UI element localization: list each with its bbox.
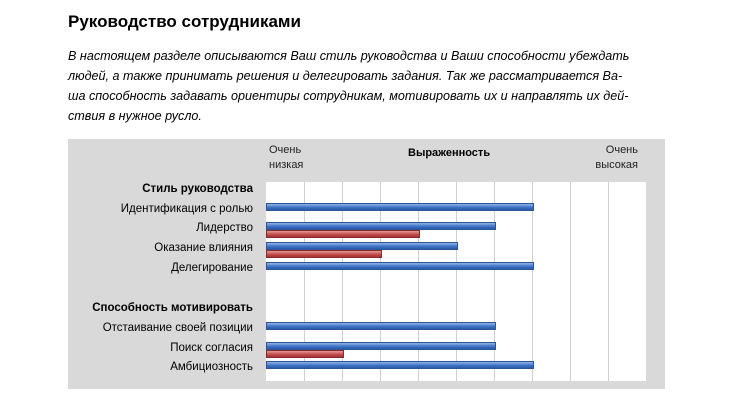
bar-blue [266, 222, 496, 230]
intro-line: ша способность задавать ориентиры сотруд… [68, 89, 629, 103]
gridline [570, 182, 571, 381]
page-heading: Руководство сотрудниками [68, 12, 301, 31]
gridline [418, 182, 419, 381]
plot-area [266, 182, 646, 381]
category-label: Оказание влияния [154, 242, 253, 254]
scale-right-label: Очень высокая [590, 143, 638, 173]
gridline [380, 182, 381, 381]
gridline [608, 182, 609, 381]
bar-blue [266, 322, 496, 330]
category-label: Идентификация с ролью [120, 203, 253, 215]
gridline [532, 182, 533, 381]
gridline [456, 182, 457, 381]
bar-red [266, 250, 382, 258]
group-label: Стиль руководства [142, 183, 253, 195]
category-label: Делегирование [171, 262, 253, 274]
category-label: Амбициозность [170, 361, 253, 373]
intro-line: ствия в нужное русло. [68, 109, 202, 123]
gridline [304, 182, 305, 381]
scale-left-label-line2: низкая [269, 159, 304, 171]
intro-line: людей, а также принимать решения и делег… [68, 69, 623, 83]
bar-blue [266, 262, 534, 270]
gridline [342, 182, 343, 381]
category-label: Отстаивание своей позиции [102, 322, 253, 334]
bar-blue [266, 361, 534, 369]
intro-line: В настоящем разделе описываются Ваш стил… [68, 49, 630, 63]
bar-red [266, 350, 344, 358]
category-label: Поиск согласия [170, 342, 253, 354]
intro-paragraph: В настоящем разделе описываются Ваш стил… [68, 46, 678, 126]
scale-left-label-line1: Очень [269, 144, 302, 156]
bar-blue [266, 342, 496, 350]
scale-right-label-line1: Очень [605, 144, 638, 156]
chart-title: Выраженность [408, 147, 491, 159]
bar-red [266, 230, 420, 238]
group-label: Способность мотивировать [92, 302, 253, 314]
gridline [494, 182, 495, 381]
bar-blue [266, 203, 534, 211]
scale-left-label: Очень низкая [269, 143, 303, 173]
category-label: Лидерство [196, 222, 253, 234]
bar-blue [266, 242, 458, 250]
scale-right-label-line2: высокая [595, 159, 638, 171]
